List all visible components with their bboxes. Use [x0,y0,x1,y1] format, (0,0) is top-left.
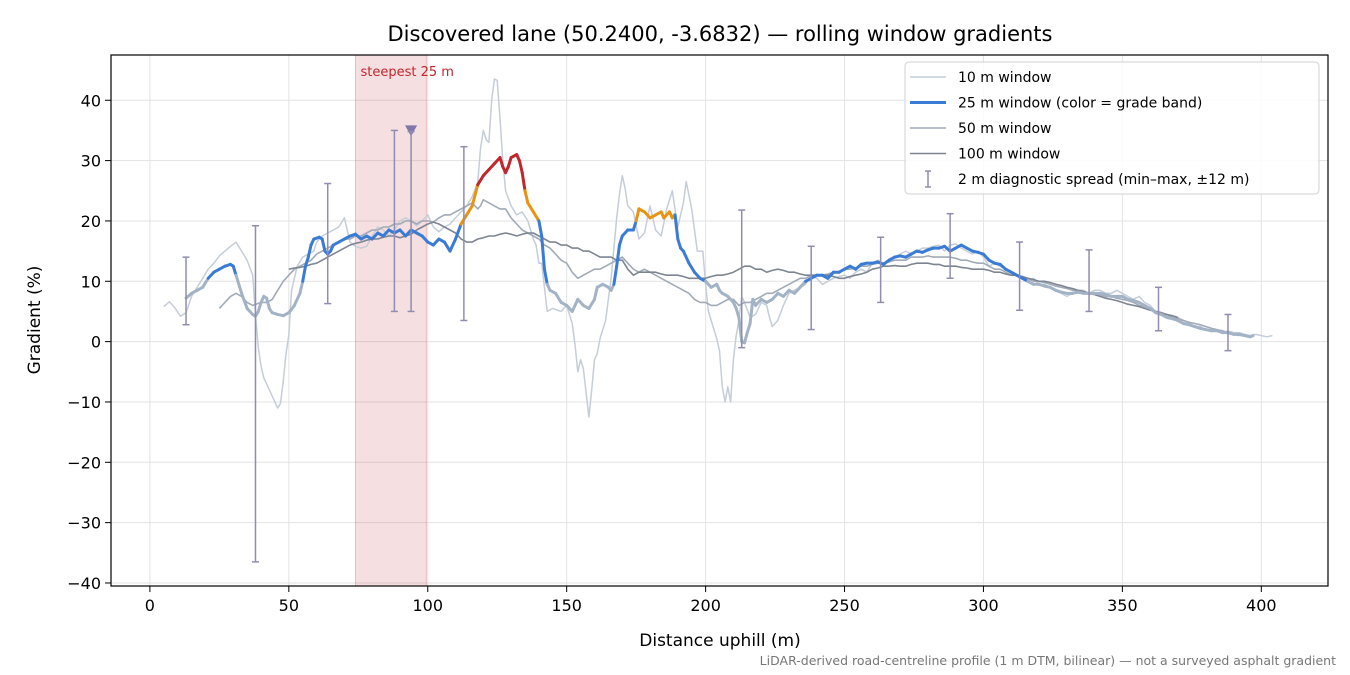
x-tick-label: 250 [829,596,860,615]
plot-frame [110,54,1329,587]
series-25m-segment [231,264,238,277]
series-25m-segment [612,264,619,286]
grid-lines [111,55,1328,586]
x-tick-label: 300 [968,596,999,615]
series-25m-segment [298,279,305,295]
legend-label: 25 m window (color = grade band) [958,96,1202,112]
x-tick-label: 100 [412,596,443,615]
series-25m-segment [517,159,524,175]
steepest-band-rect [355,54,427,587]
series-25m-segment [201,276,210,289]
y-tick-label: 30 [81,152,101,171]
series-25m-segment [470,183,480,208]
steepest-band-label: steepest 25 m [361,65,454,80]
y-axis-label: Gradient (%) [25,266,45,375]
series-25m-segment [256,300,263,313]
series-25m-segment [631,219,638,232]
x-tick-label: 200 [690,596,721,615]
series-25m-segment [634,207,641,223]
series-25m-segment [587,297,596,310]
series-25m-segment [320,237,327,253]
series-25m-segment [748,297,755,326]
x-tick-label: 50 [279,596,299,615]
legend-label: 50 m window [958,121,1051,137]
footnote: LiDAR-derived road-centreline profile (1… [760,653,1336,668]
series-25m-segment [465,204,474,217]
y-tick-label: 40 [81,91,101,110]
y-tick-label: 10 [81,272,101,291]
series-25m-segment [615,243,621,268]
series-25m-segment [523,189,530,205]
series-25m-segment [537,219,544,238]
steepest-band: steepest 25 m [355,54,454,587]
series-25m-segment [617,234,624,247]
legend: 10 m window 25 m window (color = grade ba… [904,61,1320,195]
y-tick-label: −10 [67,393,101,412]
series-25m-segment [498,156,505,169]
series-25m-segment [454,222,463,241]
series-25m-segment [306,243,313,259]
series-25m-segment [526,201,535,214]
series-25m-segment [676,237,683,250]
series-25m-segment [234,273,244,295]
series-25m-segment [734,306,741,319]
x-tick-label: 400 [1246,596,1277,615]
series-25m-segment [592,285,599,301]
x-tick-label: 350 [1107,596,1138,615]
series-25m-segment [554,291,563,304]
x-tick-label: 150 [551,596,582,615]
series-50m-line [218,199,1240,337]
series-25m-segment [301,264,307,283]
series-25m-segment [570,297,580,313]
legend-label: 2 m diagnostic spread (min–max, ±12 m) [958,172,1249,188]
series-25m-segment [520,171,527,193]
series-25m-segment [673,213,680,241]
series-lines [163,78,1273,418]
series-25m-segment [743,331,749,345]
series-25m-segment [303,255,310,268]
series-25m-segment [265,296,271,310]
y-tick-label: 0 [91,333,101,352]
y-tick-label: −40 [67,574,101,593]
series-25m-segment [531,210,541,223]
series-25m-segment [542,267,549,286]
legend-box [904,61,1320,195]
series-25m-segment [448,237,458,253]
series-25m-segment [681,249,691,265]
y-tick-label: −30 [67,514,101,533]
x-tick-label: 0 [145,596,155,615]
series-25m-segment [287,303,296,315]
axis-ticks: 0 50 100 150 200 250 300 350 400 −40 −30 −20 −10 0 10 2… [67,91,1276,615]
series-25m-segment [1248,334,1255,339]
legend-label: 10 m window [958,70,1051,86]
series-100m-line [288,221,1179,319]
y-tick-label: 20 [81,212,101,231]
legend-label: 100 m window [958,147,1060,163]
diagnostic-error-bars [182,129,1232,563]
series-25m-segment [476,174,485,187]
series-25m-segment [540,234,546,271]
series-25m-segment [745,322,752,335]
series-25m-segment [687,261,696,274]
x-axis-label: Distance uphill (m) [639,631,800,651]
series-25m-segment [240,291,249,310]
series-25m-segment [506,156,513,169]
chart-title: Discovered lane (50.2400, -3.6832) — rol… [388,22,1053,46]
series-25m-segment [292,291,302,307]
y-tick-label: −20 [67,453,101,472]
